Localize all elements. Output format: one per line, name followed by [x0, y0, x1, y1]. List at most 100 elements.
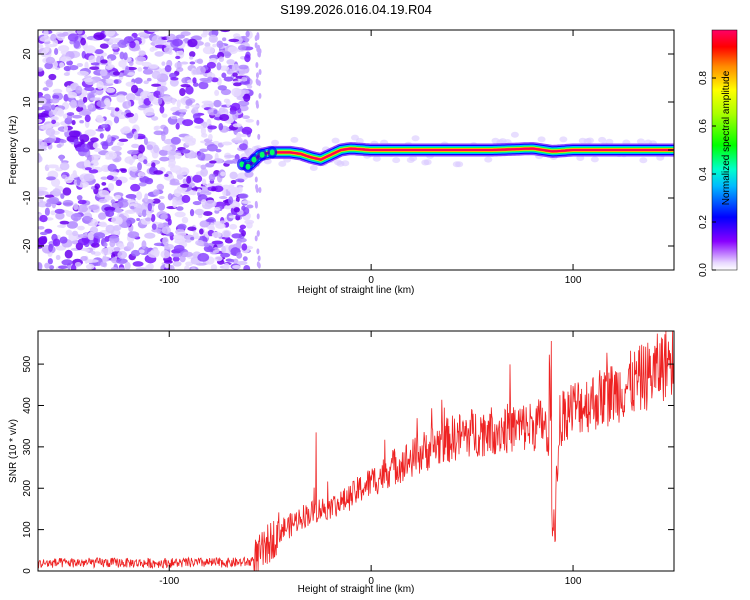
noise-blob	[111, 43, 120, 50]
noise-blob	[256, 230, 260, 237]
noise-blob	[65, 85, 72, 93]
noise-blob	[161, 132, 166, 142]
noise-blob	[223, 76, 234, 82]
noise-blob	[174, 152, 182, 159]
noise-blob	[209, 160, 217, 164]
noise-blob	[45, 128, 56, 136]
noise-blob	[124, 65, 130, 75]
noise-blob	[206, 61, 216, 69]
noise-blob	[137, 67, 143, 72]
noise-blob	[176, 206, 184, 211]
noise-blob	[38, 262, 43, 270]
noise-blob	[213, 99, 222, 108]
noise-blob	[241, 200, 252, 204]
noise-blob	[241, 126, 253, 135]
noise-blob	[39, 197, 44, 204]
noise-blob	[231, 233, 243, 239]
noise-blob	[212, 249, 220, 254]
signal-blob	[269, 149, 275, 156]
colorbar-tick-label: 0.6	[698, 119, 709, 133]
noise-blob	[179, 254, 186, 263]
noise-blob	[178, 167, 190, 176]
x-tick-label: -100	[159, 275, 179, 286]
noise-blob	[59, 220, 70, 225]
noise-blob	[152, 189, 160, 196]
noise-blob	[98, 190, 110, 198]
noise-blob	[185, 99, 193, 106]
halo-blob	[331, 137, 340, 144]
halo-blob	[455, 161, 464, 168]
noise-blob	[63, 94, 69, 102]
noise-blob	[162, 95, 173, 102]
noise-blob	[236, 260, 248, 266]
noise-blob	[159, 105, 165, 114]
noise-blob	[227, 46, 239, 54]
halo-blob	[586, 137, 595, 144]
noise-blob	[138, 182, 147, 187]
halo-blob	[341, 160, 350, 167]
noise-blob	[114, 107, 120, 112]
noise-blob	[164, 173, 169, 177]
noise-blob	[55, 212, 65, 220]
noise-blob	[208, 173, 216, 182]
noise-blob	[171, 97, 176, 105]
noise-blob	[66, 60, 73, 66]
noise-blob	[167, 193, 173, 201]
noise-blob	[45, 44, 50, 53]
noise-blob	[175, 122, 180, 130]
y-tick-label: 100	[22, 521, 33, 538]
noise-blob	[238, 193, 249, 199]
noise-blob	[47, 164, 59, 169]
noise-blob	[39, 214, 48, 223]
noise-blob	[98, 198, 108, 204]
noise-blob	[126, 241, 135, 250]
noise-blob	[59, 139, 67, 144]
noise-blob	[208, 34, 218, 43]
noise-blob	[38, 107, 45, 111]
y-tick-label: -10	[22, 190, 33, 205]
noise-blob	[235, 240, 242, 249]
noise-blob	[170, 136, 181, 145]
noise-blob	[179, 88, 186, 97]
noise-blob	[195, 164, 202, 168]
noise-blob	[84, 114, 91, 123]
noise-blob	[181, 216, 189, 224]
noise-blob	[160, 87, 165, 97]
noise-blob	[43, 30, 49, 37]
halo-blob	[278, 160, 287, 167]
noise-blob	[38, 67, 44, 72]
snr-x-axis-title: Height of straight line (km)	[298, 584, 415, 595]
noise-blob	[214, 255, 223, 262]
noise-blob	[160, 250, 171, 259]
noise-blob	[199, 220, 210, 228]
noise-blob	[89, 66, 100, 71]
noise-blob	[228, 196, 234, 205]
noise-blob	[134, 96, 141, 101]
noise-blob	[115, 216, 123, 225]
noise-blob	[194, 125, 205, 129]
snr-plot-area	[38, 331, 674, 571]
noise-blob	[98, 222, 103, 226]
noise-blob	[172, 256, 180, 262]
y-tick-label: 200	[22, 479, 33, 496]
y-tick-label: 500	[22, 355, 33, 372]
noise-blob	[180, 149, 191, 154]
noise-blob	[38, 153, 42, 163]
noise-blob	[153, 170, 164, 175]
halo-blob	[605, 138, 614, 145]
noise-blob	[63, 72, 70, 77]
noise-blob	[61, 259, 73, 266]
noise-blob	[151, 162, 156, 169]
noise-blob	[105, 65, 113, 70]
noise-blob	[223, 263, 230, 270]
noise-blob	[154, 44, 167, 49]
noise-blob	[241, 76, 247, 82]
noise-blob	[43, 137, 55, 144]
noise-blob	[78, 110, 91, 116]
noise-blob	[105, 224, 115, 234]
noise-blob	[246, 84, 253, 89]
noise-blob	[149, 47, 155, 52]
noise-blob	[144, 177, 154, 185]
noise-blob	[151, 70, 161, 80]
noise-blob	[230, 259, 235, 263]
